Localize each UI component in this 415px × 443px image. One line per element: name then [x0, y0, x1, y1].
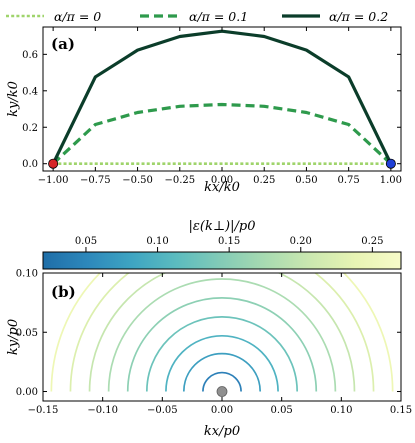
a-xtick-label: −0.25 [164, 175, 195, 186]
b-ytick-label: 0.00 [16, 387, 38, 398]
a-xtick-label: 0.50 [295, 175, 317, 186]
panel-a-frame [42, 26, 402, 172]
contour-line-8 [50, 273, 394, 392]
contour-line-7 [69, 273, 375, 392]
center-point-marker [216, 386, 228, 397]
legend-label-0: α/π = 0 [54, 9, 101, 24]
panel-a-label: (a) [51, 35, 75, 53]
endpoint-marker-0 [48, 158, 59, 169]
series-line-1 [52, 102, 392, 165]
b-xtick-label: 0.00 [211, 405, 233, 416]
a-xtick-label: 1.00 [380, 175, 402, 186]
panel-a-ylabel: ky/k0 [6, 81, 21, 117]
colorbar-tick-label: 0.05 [75, 236, 97, 247]
panel-b-xlabel: kx/p0 [204, 424, 240, 439]
b-ytick-label: 0.10 [16, 269, 38, 280]
a-xtick-label: 0.75 [338, 175, 360, 186]
colorbar-tick-label: 0.15 [218, 236, 240, 247]
series-line-2 [51, 29, 393, 165]
a-xtick-label: −1.00 [38, 175, 69, 186]
legend-label-1: α/π = 0.1 [189, 9, 248, 24]
panel-a: −1.00 −0.75 −0.50 −0.25 0.00 0.25 0.50 0.75 1.00… [6, 26, 402, 195]
contour-line-1 [182, 352, 262, 392]
panel-a-xlabel: kx/k0 [204, 180, 240, 195]
colorbar-tick-label: 0.25 [361, 236, 383, 247]
contour-line-6 [88, 273, 356, 392]
panel-b-frame [42, 272, 402, 402]
b-xtick-label: −0.15 [28, 405, 59, 416]
a-ytick-label: 0.6 [22, 50, 38, 61]
colorbar-tick-label: 0.20 [290, 236, 312, 247]
b-xtick-label: −0.10 [87, 405, 118, 416]
a-xtick-label: −0.75 [80, 175, 111, 186]
contour-line-0 [202, 371, 242, 392]
endpoint-marker-1 [385, 158, 396, 169]
legend: α/π = 0 α/π = 0.1 α/π = 0.2 [6, 9, 388, 24]
contour-line-2 [165, 335, 279, 392]
a-ytick-label: 0.0 [22, 159, 38, 170]
panel-b-ylabel: ky/p0 [6, 319, 21, 355]
panel-b-label: (b) [51, 283, 76, 301]
b-xtick-label: −0.05 [147, 405, 178, 416]
legend-label-2: α/π = 0.2 [329, 9, 388, 24]
colorbar: |ε(k⊥)|/p0 0.05 0.10 0.15 0.20 0.25 [42, 219, 402, 270]
a-xtick-label: 0.25 [253, 175, 275, 186]
a-xtick-label: 0.00 [211, 175, 233, 186]
a-ytick-label: 0.4 [22, 86, 38, 97]
b-xtick-label: 0.10 [330, 405, 352, 416]
b-ytick-label: 0.05 [16, 328, 38, 339]
colorbar-label: |ε(k⊥)|/p0 [189, 219, 256, 234]
colorbar-gradient [42, 251, 402, 270]
b-xtick-label: 0.05 [271, 405, 293, 416]
b-xtick-label: 0.15 [390, 405, 412, 416]
contour-line-5 [107, 278, 337, 392]
colorbar-tick-label: 0.10 [146, 236, 168, 247]
a-ytick-label: 0.2 [22, 123, 38, 134]
panel-b: −0.15 −0.10 −0.05 0.00 0.05 0.10 0.15 0.00 0.05 0… [6, 269, 412, 440]
contour-line-4 [126, 297, 318, 392]
a-xtick-label: −0.50 [122, 175, 153, 186]
contour-line-3 [145, 316, 299, 392]
